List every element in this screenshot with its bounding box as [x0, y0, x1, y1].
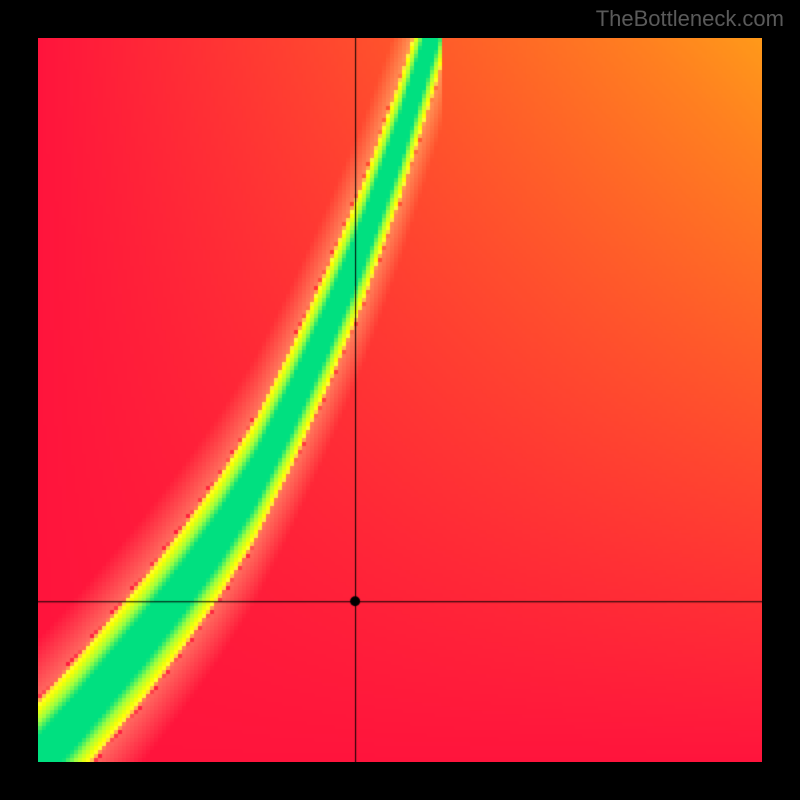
watermark-text: TheBottleneck.com	[596, 6, 784, 32]
chart-container: TheBottleneck.com	[0, 0, 800, 800]
heatmap-plot	[38, 38, 762, 762]
heatmap-canvas	[38, 38, 762, 762]
